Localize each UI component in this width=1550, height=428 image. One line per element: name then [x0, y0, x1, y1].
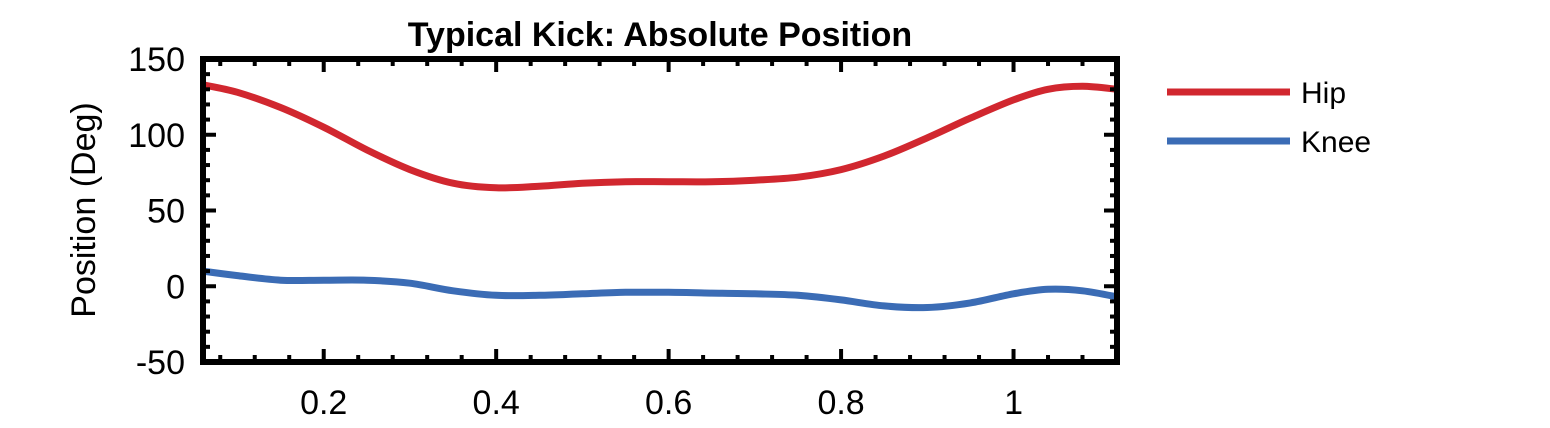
- y-tick-label: 0: [166, 268, 185, 306]
- legend-label-hip: Hip: [1301, 77, 1346, 110]
- y-tick-label: 100: [128, 117, 185, 155]
- x-tick-label: 0.8: [817, 384, 864, 422]
- x-tick-label: 1: [1004, 384, 1023, 422]
- series-line-knee: [202, 267, 1118, 312]
- axis-ticks: [203, 57, 1119, 364]
- y-tick-label: 150: [128, 41, 185, 79]
- series-line-hip: [202, 81, 1118, 192]
- x-tick-label: 0.4: [473, 384, 520, 422]
- y-tick-label: -50: [136, 344, 185, 382]
- tick-labels: 0.2 0.4 0.6 0.8 1 150 100 50 0 -50: [128, 41, 1023, 422]
- y-tick-label: 50: [147, 193, 185, 231]
- plot-series: [202, 81, 1118, 312]
- chart-title: Typical Kick: Absolute Position: [408, 16, 912, 54]
- x-tick-label: 0.2: [300, 384, 347, 422]
- legend: Hip Knee: [1167, 77, 1371, 159]
- plot-frame: [200, 56, 1120, 365]
- y-axis-label: Position (Deg): [65, 102, 103, 317]
- x-tick-label: 0.6: [645, 384, 692, 422]
- legend-label-knee: Knee: [1301, 126, 1371, 159]
